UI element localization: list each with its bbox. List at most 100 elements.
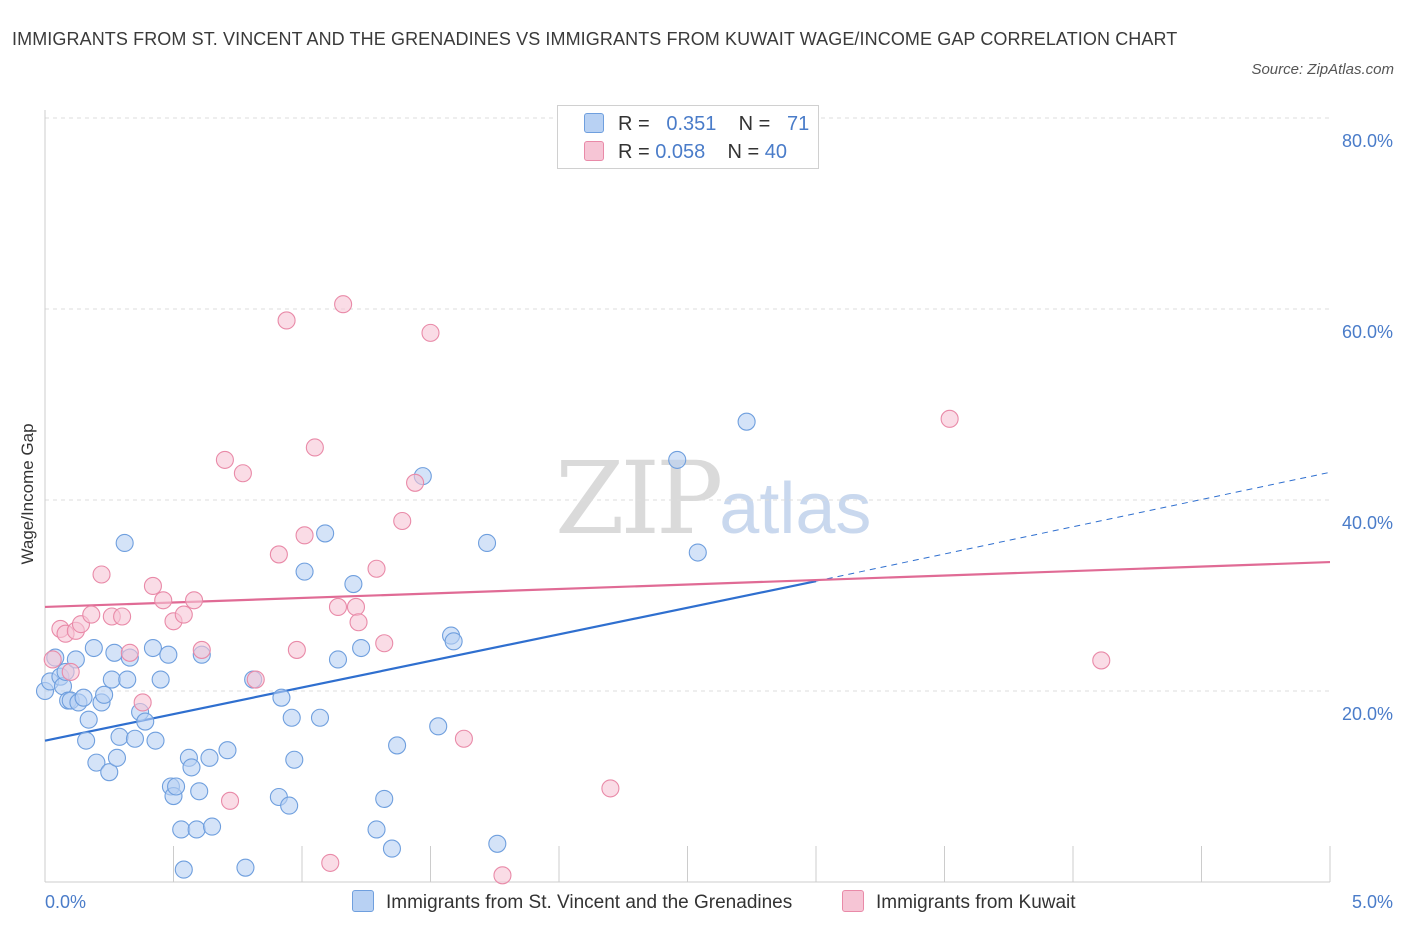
point-stvincent [668, 450, 687, 469]
point-stvincent [187, 820, 206, 839]
point-stvincent [105, 643, 124, 662]
point-stvincent [352, 638, 371, 658]
point-stvincent [102, 670, 121, 689]
watermark-atlas: atlas [719, 469, 872, 549]
point-kuwait [421, 323, 440, 342]
point-kuwait [185, 591, 204, 610]
x-tick-label: 5.0% [1352, 892, 1393, 912]
x-tick-label: 0.0% [45, 892, 86, 912]
bottom-legend-label-1: Immigrants from St. Vincent and the Gren… [386, 892, 793, 913]
point-stvincent [79, 710, 98, 729]
point-stvincent [110, 727, 129, 746]
point-stvincent [203, 817, 222, 836]
point-kuwait [215, 450, 234, 469]
point-kuwait [246, 670, 265, 689]
point-stvincent [737, 412, 756, 431]
watermark: ZIPatlas [555, 440, 871, 557]
legend-r-label: R = [618, 141, 650, 163]
legend-row-series2: R = 0.058 N = 40 [584, 141, 787, 165]
legend-swatch-blue [584, 113, 604, 133]
point-stvincent [174, 860, 193, 879]
y-tick-label: 60.0% [1342, 322, 1393, 342]
point-stvincent [125, 729, 144, 748]
point-kuwait [406, 473, 425, 492]
point-kuwait [113, 607, 132, 626]
y-tick-label: 80.0% [1342, 131, 1393, 151]
point-stvincent [310, 708, 330, 727]
trend-line-kuwait [44, 560, 1331, 609]
point-stvincent [74, 688, 93, 707]
point-stvincent [218, 741, 237, 760]
bottom-legend-swatch-pink [842, 890, 864, 912]
point-kuwait [346, 597, 366, 617]
point-stvincent [328, 650, 348, 669]
point-stvincent [488, 834, 507, 853]
point-kuwait [321, 853, 340, 872]
point-kuwait [269, 545, 288, 564]
point-kuwait [305, 438, 324, 457]
point-stvincent [84, 638, 103, 658]
legend-r-value-1: 0.351 [666, 113, 717, 135]
point-kuwait [61, 662, 80, 681]
point-stvincent [182, 758, 201, 777]
trend-line-stvincent [44, 580, 817, 742]
point-stvincent [136, 712, 155, 731]
point-stvincent [167, 777, 186, 796]
axis-labels: 20.0% 40.0% 60.0% 80.0% 0.0% 5.0% Wage/Income … [18, 131, 1393, 912]
point-kuwait [940, 409, 959, 428]
y-tick-label: 20.0% [1342, 704, 1393, 724]
point-stvincent [382, 839, 402, 858]
point-kuwait [493, 866, 512, 885]
point-stvincent [367, 820, 386, 839]
point-kuwait [287, 640, 306, 659]
point-kuwait [143, 576, 162, 596]
point-kuwait [154, 591, 173, 610]
bottom-legend-label-2: Immigrants from Kuwait [876, 892, 1076, 913]
legend-n-label: N = [738, 113, 771, 135]
point-stvincent [200, 748, 219, 767]
point-stvincent [688, 543, 707, 562]
source-label: Source: ZipAtlas.com [1251, 61, 1394, 78]
point-stvincent [388, 736, 407, 755]
point-stvincent [429, 717, 448, 736]
point-stvincent [95, 685, 114, 704]
y-tick-label: 40.0% [1342, 513, 1393, 533]
point-kuwait [220, 791, 240, 810]
legend-n-value-1: 71 [787, 113, 810, 135]
point-kuwait [375, 634, 394, 653]
point-stvincent [344, 574, 363, 594]
point-kuwait [601, 779, 620, 798]
legend-row-series1: R = 0.351 N = 71 [584, 113, 809, 137]
point-kuwait [334, 295, 353, 314]
legend-swatch-pink [584, 141, 604, 161]
legend-r-label: R = [618, 113, 650, 135]
point-kuwait [328, 597, 348, 617]
point-kuwait [367, 559, 386, 578]
point-stvincent [146, 731, 165, 750]
bottom-legend-series2: Immigrants from Kuwait [842, 890, 1076, 914]
chart-title: IMMIGRANTS FROM ST. VINCENT AND THE GREN… [12, 29, 1178, 49]
bottom-legend-series1: Immigrants from St. Vincent and the Gren… [352, 890, 792, 914]
correlation-legend: R = 0.351 N = 71 R = 0.058 N = 40 [557, 105, 819, 169]
watermark-zip: ZIP [555, 440, 723, 557]
point-stvincent [316, 524, 335, 543]
trend-lines [44, 471, 1331, 742]
point-stvincent [282, 708, 301, 727]
legend-r-value-2: 0.058 [655, 141, 706, 163]
point-stvincent [272, 688, 291, 707]
point-kuwait [233, 464, 252, 483]
axes [44, 110, 1331, 883]
point-kuwait [277, 311, 296, 330]
gridlines [45, 117, 1330, 692]
point-kuwait [82, 605, 101, 624]
point-kuwait [393, 511, 412, 531]
point-kuwait [349, 613, 368, 632]
point-stvincent [87, 753, 106, 772]
point-stvincent [190, 782, 209, 801]
point-stvincent [143, 638, 162, 658]
point-stvincent [77, 731, 96, 750]
point-stvincent [100, 763, 119, 782]
point-stvincent [444, 632, 463, 651]
point-stvincent [115, 533, 134, 553]
point-kuwait [295, 526, 314, 545]
